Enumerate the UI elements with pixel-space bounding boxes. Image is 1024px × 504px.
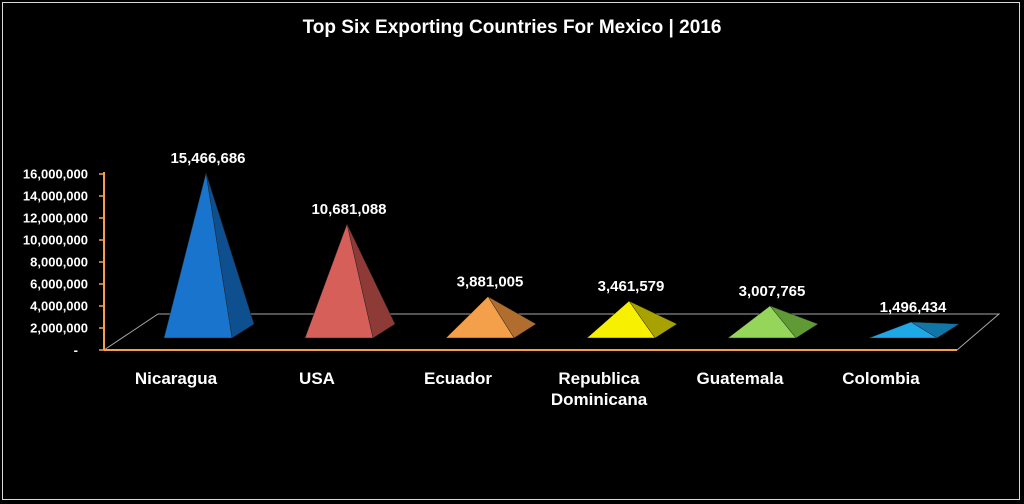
category-label: Ecuador — [424, 369, 492, 388]
y-tick-label: 12,000,000 — [23, 211, 88, 226]
pyramid-marks: 15,466,686 Nicaragua 10,681,088 USA 3,881,00… — [135, 150, 960, 409]
y-tick-label: - — [74, 343, 78, 358]
pyramid-front-face — [304, 223, 374, 339]
category-label: USA — [299, 369, 335, 388]
category-label: Republica Dominicana — [551, 369, 648, 409]
category-label: Guatemala — [697, 369, 784, 388]
y-axis: - 2,000,000 4,000,000 6,000,000 8,000,000 10,… — [23, 167, 957, 358]
category-label: Nicaragua — [135, 369, 218, 388]
data-label: 3,007,765 — [739, 283, 806, 300]
pyramid-front-face — [586, 300, 656, 339]
pyramid-front-face — [163, 172, 233, 339]
pyramid-usa: 10,681,088 — [304, 201, 396, 339]
y-tick-label: 8,000,000 — [30, 255, 88, 270]
pyramid-front-face — [727, 305, 797, 339]
pyramid-front-face — [445, 296, 515, 339]
pyramid-colombia: 1,496,434 — [868, 299, 960, 339]
data-label: 10,681,088 — [311, 201, 386, 218]
pyramid-ecuador: 3,881,005 — [445, 274, 537, 339]
y-tick-label: 10,000,000 — [23, 233, 88, 248]
category-label: Colombia — [842, 369, 920, 388]
y-tick-label: 14,000,000 — [23, 189, 88, 204]
data-label: 3,461,579 — [598, 278, 665, 295]
y-tick-label: 2,000,000 — [30, 321, 88, 336]
pyramid-guatemala: 3,007,765 — [727, 283, 819, 339]
data-label: 3,881,005 — [457, 274, 524, 291]
pyramid-nicaragua: 15,466,686 — [163, 150, 255, 339]
pyramid-republica-dominicana: 3,461,579 — [586, 278, 678, 339]
pyramid-front-face — [868, 321, 938, 339]
y-tick-label: 16,000,000 — [23, 167, 88, 182]
y-tick-label: 4,000,000 — [30, 299, 88, 314]
data-label: 1,496,434 — [880, 299, 947, 316]
data-label: 15,466,686 — [170, 150, 245, 167]
chart-title: Top Six Exporting Countries For Mexico |… — [303, 17, 722, 38]
y-tick-label: 6,000,000 — [30, 277, 88, 292]
